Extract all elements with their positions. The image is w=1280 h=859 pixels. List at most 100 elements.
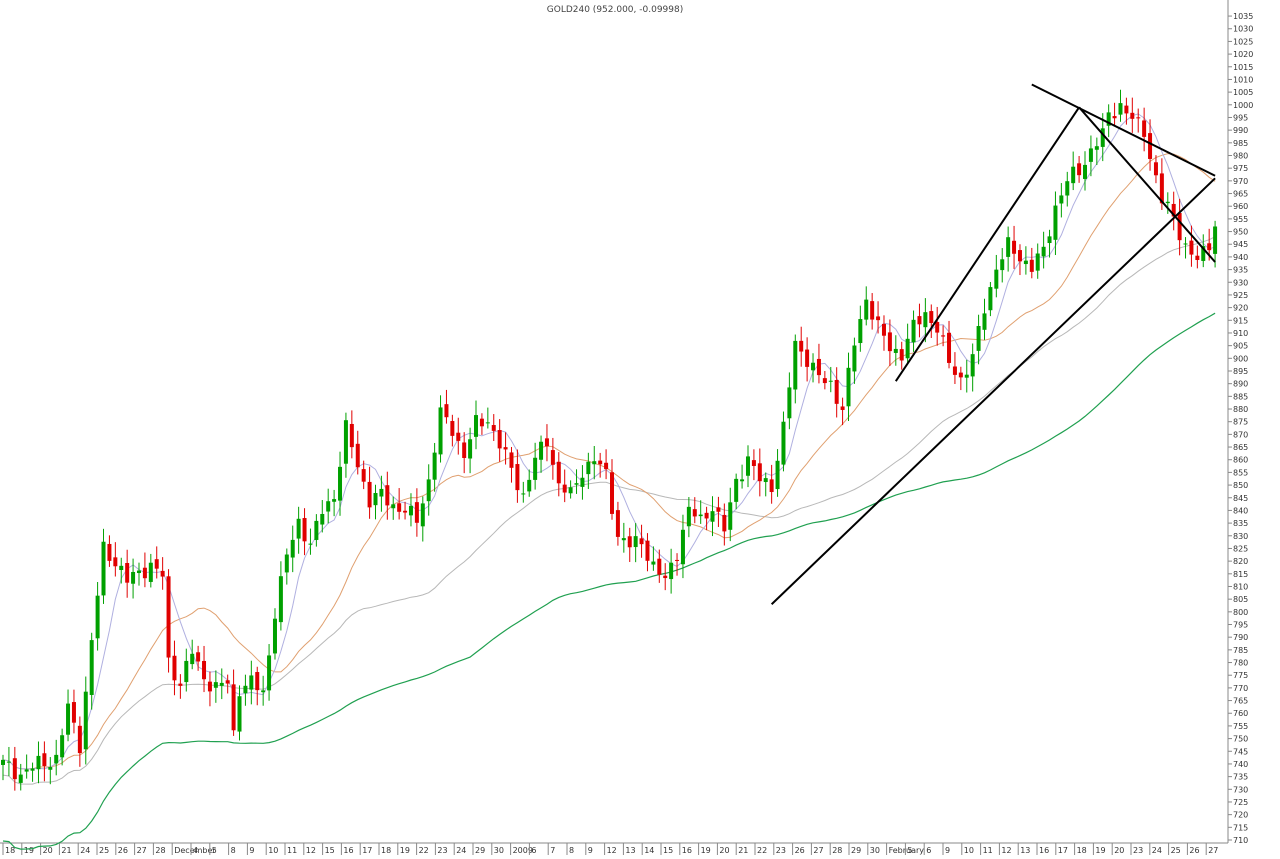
y-tick-label: 1035 [1233,12,1253,21]
candle-body [515,464,520,491]
x-tick-label: 21 [61,846,71,855]
y-tick-label: 730 [1233,785,1248,794]
candle-body [633,536,638,548]
x-tick-label: 13 [625,846,635,855]
candle-body [420,503,425,527]
x-tick-label: 27 [137,846,147,855]
moving-average-mid [2,153,1216,770]
candle-body [284,554,289,573]
x-tick-label: 12 [1001,846,1011,855]
candle-body [1106,112,1111,126]
candle-body [491,425,496,431]
x-tick-label: 20 [719,846,729,855]
candle-body [444,404,449,418]
x-tick-label: 20 [1114,846,1124,855]
candle-body [763,478,768,483]
candle-body [728,502,733,530]
candle-body [1077,163,1082,176]
candle-body [775,460,780,490]
trendline [894,106,1080,382]
candle-body [249,675,254,690]
y-tick-label: 970 [1233,177,1248,186]
candle-body [917,316,922,325]
candle-body [970,354,975,377]
candle-body [1183,243,1188,245]
candle-body [846,367,851,407]
candle-body [828,380,833,382]
y-tick-label: 1015 [1233,63,1253,72]
x-tick-label: 24 [80,846,90,855]
candle-body [196,652,201,662]
x-tick-label: 23 [437,846,447,855]
candle-body [539,441,544,460]
x-tick-label: 11 [287,846,297,855]
y-tick-label: 710 [1233,836,1248,845]
x-tick-label: 13 [1020,846,1030,855]
candle-body [751,460,756,466]
x-tick-label: 22 [757,846,767,855]
y-tick-label: 725 [1233,798,1248,807]
candle-body [958,372,963,378]
candle-body [225,680,230,684]
x-tick-label: 9 [249,846,254,855]
candle-body [1047,236,1052,244]
candle-body [757,463,762,482]
candle-body [710,511,715,522]
candle-body [592,461,597,465]
y-tick-label: 940 [1233,253,1248,262]
candle-body [1041,246,1046,257]
candle-body [60,735,65,758]
candle-body [870,301,875,320]
x-tick-label: 20 [43,846,53,855]
x-tick-label: 19 [24,846,34,855]
candle-body [302,518,307,542]
candle-body [1,759,5,765]
candle-body [414,502,419,523]
candle-body [172,655,177,681]
candle-body [213,682,218,688]
candle-body [1088,148,1093,162]
y-tick-label: 900 [1233,354,1248,363]
y-tick-label: 1000 [1233,101,1253,110]
x-tick-label: 5 [212,846,217,855]
candle-body [397,503,402,512]
x-tick-label: 25 [99,846,109,855]
y-tick-label: 865 [1233,443,1248,452]
y-tick-label: 910 [1233,329,1248,338]
x-tick-label: 28 [155,846,165,855]
x-tick-label: 26 [118,846,128,855]
candle-body [237,696,242,732]
candle-body [521,493,526,495]
y-tick-label: 980 [1233,152,1248,161]
candle-body [568,487,573,494]
candle-body [852,345,857,372]
candle-body [911,319,916,343]
candle-body [562,484,567,493]
candle-body [101,541,106,596]
y-tick-label: 785 [1233,646,1248,655]
x-tick-label: 27 [1208,846,1218,855]
candle-body [113,557,118,567]
candle-body [816,358,821,376]
x-tick-label: 17 [362,846,372,855]
candle-body [692,509,697,517]
candle-body [1035,253,1040,271]
x-tick-label: February [889,846,925,855]
candle-body [255,672,260,691]
candle-body [988,287,993,311]
candle-body [1189,240,1194,255]
x-tick-label: 30 [494,846,504,855]
y-tick-label: 875 [1233,418,1248,427]
y-tick-label: 930 [1233,278,1248,287]
candle-body [1207,243,1212,251]
candle-body [485,422,490,424]
y-tick-label: 760 [1233,709,1248,718]
x-tick-label: 30 [870,846,880,855]
candle-body [680,529,685,565]
candle-body [793,340,798,390]
candle-body [935,322,940,333]
y-tick-label: 775 [1233,671,1248,680]
candle-body [332,499,337,502]
y-tick-label: 1005 [1233,88,1253,97]
x-tick-label: 16 [682,846,692,855]
